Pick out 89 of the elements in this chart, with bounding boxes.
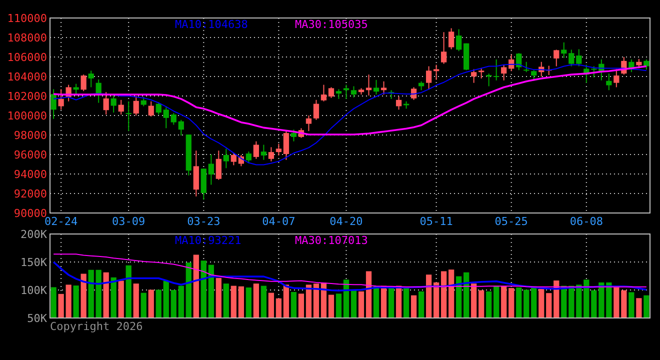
y-tick-label: 94000 xyxy=(14,168,47,181)
text: MA10:104638 xyxy=(175,18,248,31)
candlestick xyxy=(216,150,222,180)
candlestick xyxy=(246,151,252,164)
candlestick xyxy=(170,112,176,126)
y-tick-label: 100K xyxy=(20,284,48,297)
candlestick xyxy=(73,83,79,95)
candlestick xyxy=(230,152,236,166)
y-tick-label: 92000 xyxy=(14,187,47,200)
text: MA10:93221 xyxy=(175,234,242,247)
y-tick-label: 110000 xyxy=(7,12,47,25)
candlestick xyxy=(456,28,462,52)
text: Copyright 2026 xyxy=(50,320,143,333)
candlestick xyxy=(283,130,290,160)
candlestick xyxy=(478,68,484,79)
candlestick xyxy=(148,100,154,117)
candlestick xyxy=(568,49,574,67)
candlestick xyxy=(644,58,650,70)
candlestick xyxy=(524,61,530,73)
candlestick xyxy=(88,70,94,88)
y-tick-label: 106000 xyxy=(7,50,47,64)
y-tick-label: 102000 xyxy=(7,90,47,103)
candlestick xyxy=(313,99,320,120)
candlestick xyxy=(440,32,447,64)
x-tick-label: 06-08 xyxy=(570,215,603,228)
candlestick xyxy=(396,96,402,110)
candlestick xyxy=(193,150,199,197)
candlestick xyxy=(140,96,146,107)
candlestick xyxy=(260,144,267,160)
candlestick xyxy=(576,48,582,67)
candlestick xyxy=(471,68,477,84)
candlestick xyxy=(328,86,334,98)
candlestick xyxy=(276,143,282,156)
candlestick xyxy=(561,42,567,58)
candlestick xyxy=(494,58,500,81)
candlestick xyxy=(306,115,312,132)
candlestick xyxy=(426,66,432,90)
y-tick-label: 104000 xyxy=(7,70,47,84)
candlestick xyxy=(290,129,297,142)
candlestick xyxy=(133,96,139,116)
candlestick xyxy=(433,64,440,80)
candlestick xyxy=(336,88,342,100)
candlestick xyxy=(380,80,387,96)
y-tick-label: 100000 xyxy=(7,109,47,122)
x-tick-label: 05-11 xyxy=(420,215,453,228)
candlestick xyxy=(268,146,274,162)
candlestick xyxy=(554,49,560,67)
y-tick-label: 108000 xyxy=(7,31,47,44)
x-tick-label: 04-07 xyxy=(262,215,296,228)
candlestick xyxy=(410,86,417,100)
y-tick-label: 200K xyxy=(20,228,48,241)
candlestick xyxy=(591,66,597,78)
candlestick xyxy=(614,68,620,88)
y-tick-label: 150K xyxy=(20,256,48,269)
candlestick xyxy=(501,64,507,81)
x-tick-label: 04-20 xyxy=(330,215,363,228)
candlestick xyxy=(531,70,537,82)
candlestick xyxy=(208,154,214,186)
candlestick xyxy=(320,84,327,102)
text: MA30:107013 xyxy=(295,234,368,247)
x-tick-label: 03-23 xyxy=(187,215,220,228)
candlestick xyxy=(486,73,492,87)
candlestick xyxy=(253,140,260,160)
candlestick xyxy=(366,74,372,96)
y-tick-label: 50K xyxy=(27,312,48,325)
candlestick xyxy=(343,84,350,100)
candlestick xyxy=(223,148,229,169)
candlestick xyxy=(58,88,64,110)
candlestick xyxy=(163,106,169,129)
candlestick xyxy=(156,102,162,116)
x-tick-label: 03-09 xyxy=(112,215,146,228)
candlestick xyxy=(373,79,380,96)
candlestick xyxy=(448,28,454,50)
candlestick xyxy=(103,92,109,116)
line-series xyxy=(52,261,648,292)
x-tick-label: 02-24 xyxy=(44,215,78,228)
candlestick xyxy=(606,73,612,91)
candlestick xyxy=(126,100,132,132)
candlestick xyxy=(350,86,357,98)
candlestick xyxy=(50,88,56,120)
candlestick xyxy=(80,74,86,92)
candlestick xyxy=(178,119,184,136)
x-tick-label: 05-25 xyxy=(494,215,528,228)
text: MA30:105035 xyxy=(295,18,368,31)
line-series xyxy=(53,254,647,288)
candlestick xyxy=(110,94,116,114)
y-tick-label: 98000 xyxy=(14,128,47,142)
candlestick xyxy=(118,99,124,116)
y-tick-label: 96000 xyxy=(14,148,47,162)
